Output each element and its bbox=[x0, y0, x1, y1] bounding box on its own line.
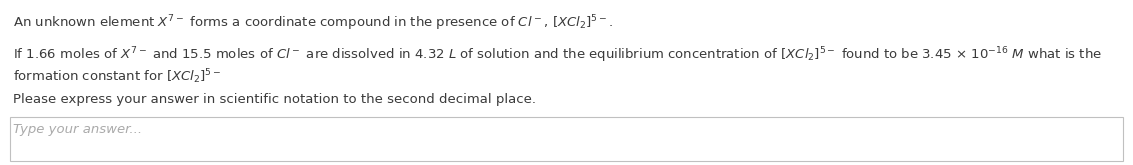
Text: An unknown element $X^{7-}$ forms a coordinate compound in the presence of $Cl^-: An unknown element $X^{7-}$ forms a coor… bbox=[12, 13, 613, 33]
Text: Please express your answer in scientific notation to the second decimal place.: Please express your answer in scientific… bbox=[12, 93, 536, 106]
Text: Type your answer...: Type your answer... bbox=[12, 123, 142, 136]
Text: formation constant for $[XCl_2]^{5-}$: formation constant for $[XCl_2]^{5-}$ bbox=[12, 67, 221, 86]
FancyBboxPatch shape bbox=[10, 117, 1123, 161]
Text: If 1.66 moles of $X^{7-}$ and 15.5 moles of $Cl^-$ are dissolved in 4.32 $L$ of : If 1.66 moles of $X^{7-}$ and 15.5 moles… bbox=[12, 45, 1102, 65]
